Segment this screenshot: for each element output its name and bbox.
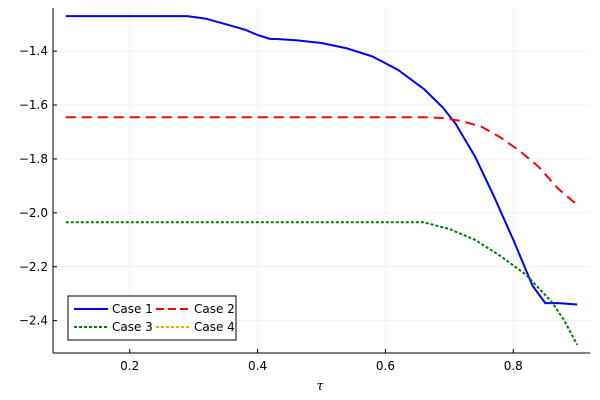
x-axis-label: τ <box>316 379 324 394</box>
x-tick-label: 0.4 <box>248 359 267 373</box>
x-tick-label: 0.6 <box>376 359 395 373</box>
y-tick-label: −2.0 <box>19 206 48 220</box>
y-tick-label: −2.2 <box>19 260 48 274</box>
legend-label: Case 2 <box>194 302 235 316</box>
y-tick-label: −1.4 <box>19 44 48 58</box>
grid <box>53 8 590 353</box>
axes <box>52 8 590 354</box>
y-tick-label: −1.8 <box>19 152 48 166</box>
legend-label: Case 3 <box>112 320 153 334</box>
series-line-case-3 <box>65 221 579 346</box>
tick-labels: 0.2 0.4 0.6 0.8 −1.4 −1.6 −1.8 −2.0 −2.2 −2.4 <box>19 44 523 373</box>
series-line-case-2 <box>65 116 578 206</box>
legend-label: Case 1 <box>112 302 153 316</box>
y-tick-label: −2.4 <box>19 314 48 328</box>
y-tick-label: −1.6 <box>19 98 48 112</box>
legend-label: Case 4 <box>194 320 235 334</box>
x-tick-label: 0.8 <box>504 359 523 373</box>
legend: Case 1 Case 2 Case 3 Case 4 <box>67 295 237 341</box>
legend-box <box>67 295 237 341</box>
series-line-case-1 <box>65 15 578 306</box>
series-lines <box>65 15 579 346</box>
x-tick-label: 0.2 <box>120 359 139 373</box>
